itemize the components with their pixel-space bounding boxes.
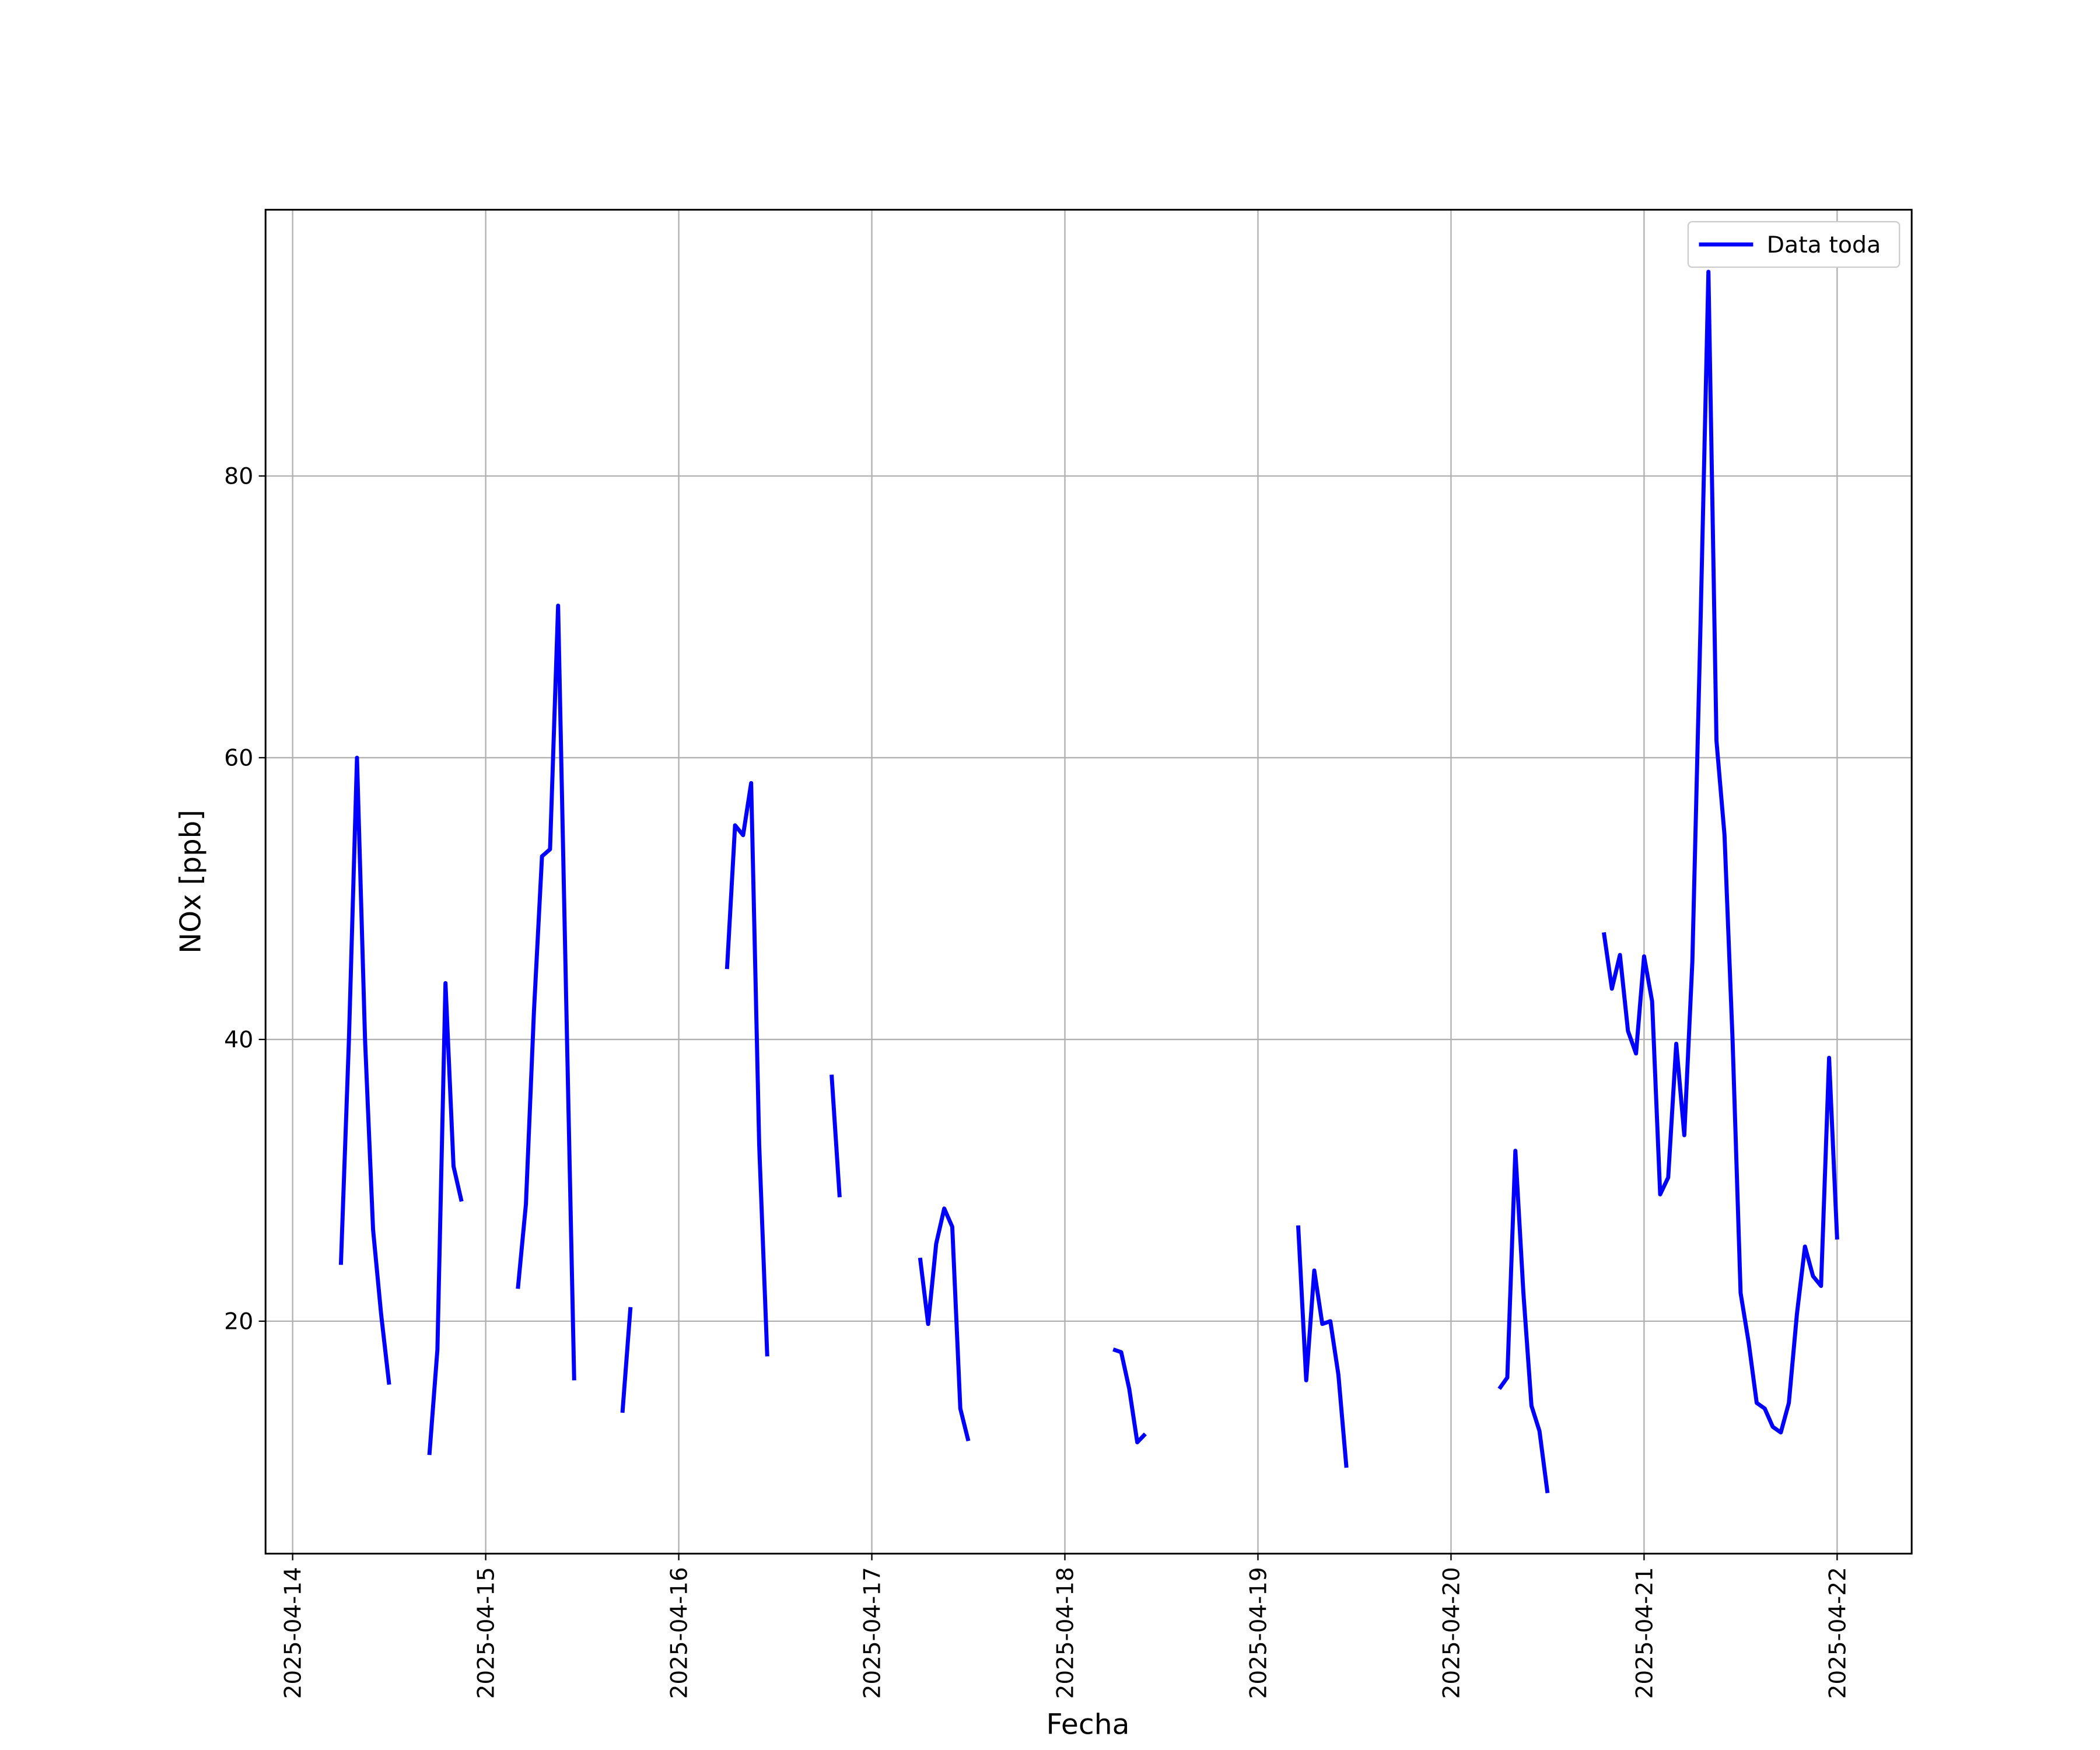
plot-frame (264, 209, 1913, 1555)
x-tick-label: 2025-04-18 (1052, 1567, 1079, 1699)
x-tick-label: 2025-04-20 (1438, 1567, 1465, 1699)
y-axis-label: NOx [ppb] (174, 810, 207, 954)
x-tick-label: 2025-04-17 (859, 1567, 886, 1699)
x-tick-label: 2025-04-21 (1632, 1567, 1658, 1699)
x-tick-label: 2025-04-16 (666, 1567, 692, 1699)
legend-box (1687, 221, 1901, 268)
y-tick-label: 40 (224, 1027, 253, 1054)
x-tick-label: 2025-04-19 (1245, 1567, 1272, 1699)
x-tick-label: 2025-04-14 (280, 1567, 306, 1699)
legend-label: Data toda (1767, 232, 1881, 258)
y-tick-label: 20 (224, 1309, 253, 1335)
x-axis-label: Fecha (1046, 1709, 1130, 1741)
data-line (338, 270, 1839, 1493)
x-tick-label: 2025-04-22 (1825, 1567, 1851, 1699)
y-tick-label: 60 (224, 746, 253, 772)
x-tick-label: 2025-04-15 (473, 1567, 499, 1699)
y-tick-label: 80 (224, 464, 253, 490)
